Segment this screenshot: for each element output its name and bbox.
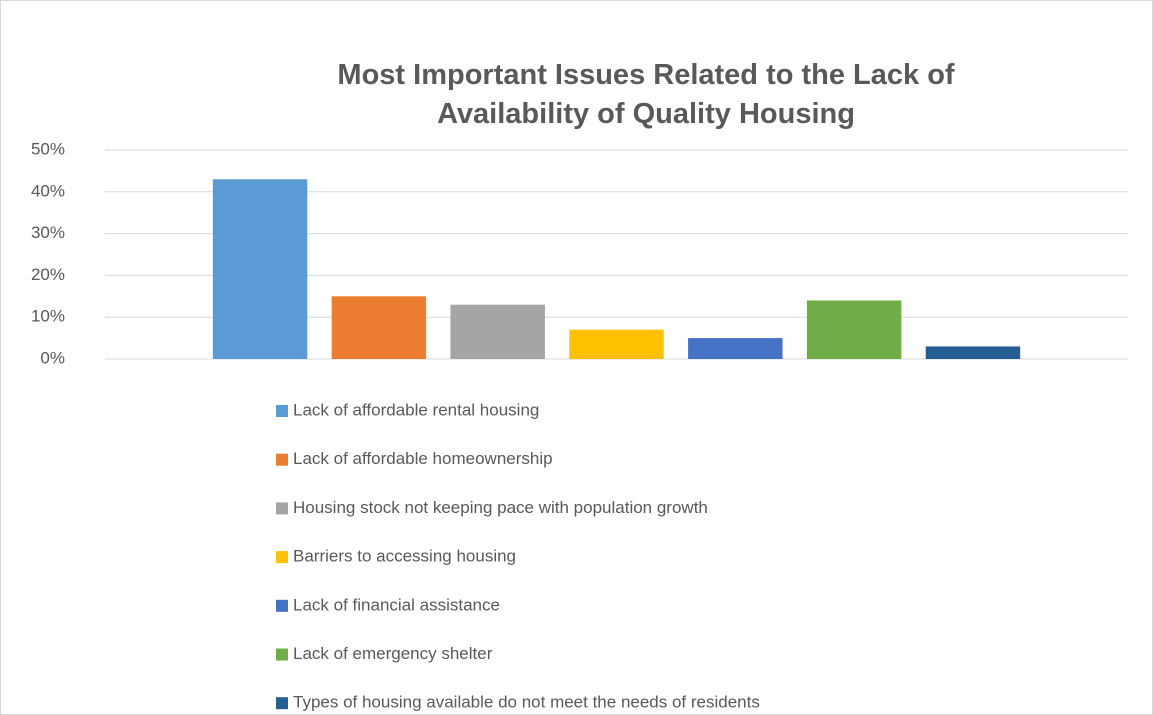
y-tick-label: 0% <box>40 348 65 367</box>
bar <box>925 346 1021 359</box>
legend-label: Lack of financial assistance <box>293 595 500 614</box>
legend-label: Lack of emergency shelter <box>293 644 493 663</box>
legend-swatch <box>276 405 288 417</box>
y-tick-label: 10% <box>31 307 65 326</box>
chart-title: Most Important Issues Related to the Lac… <box>337 59 955 130</box>
legend-swatch <box>276 453 288 466</box>
bar <box>569 329 664 359</box>
legend-label: Housing stock not keeping pace with popu… <box>293 498 708 517</box>
legend-label: Barriers to accessing housing <box>293 547 516 566</box>
y-tick-label: 40% <box>31 181 65 200</box>
bar <box>331 296 427 359</box>
y-tick-label: 20% <box>31 265 65 284</box>
bar <box>450 304 545 359</box>
y-tick-label: 50% <box>31 139 65 158</box>
legend-swatch <box>276 648 288 661</box>
y-tick-label: 30% <box>31 223 65 242</box>
bar <box>212 179 308 359</box>
legend-label: Types of housing available do not meet t… <box>293 693 760 712</box>
legend-label: Lack of affordable homeownership <box>293 449 553 468</box>
legend-swatch <box>276 697 288 710</box>
legend-label: Lack of affordable rental housing <box>293 400 539 419</box>
legend-swatch <box>276 551 288 564</box>
bar <box>806 300 902 359</box>
legend-swatch <box>276 502 288 515</box>
bar <box>688 338 783 359</box>
legend-swatch <box>276 599 288 612</box>
